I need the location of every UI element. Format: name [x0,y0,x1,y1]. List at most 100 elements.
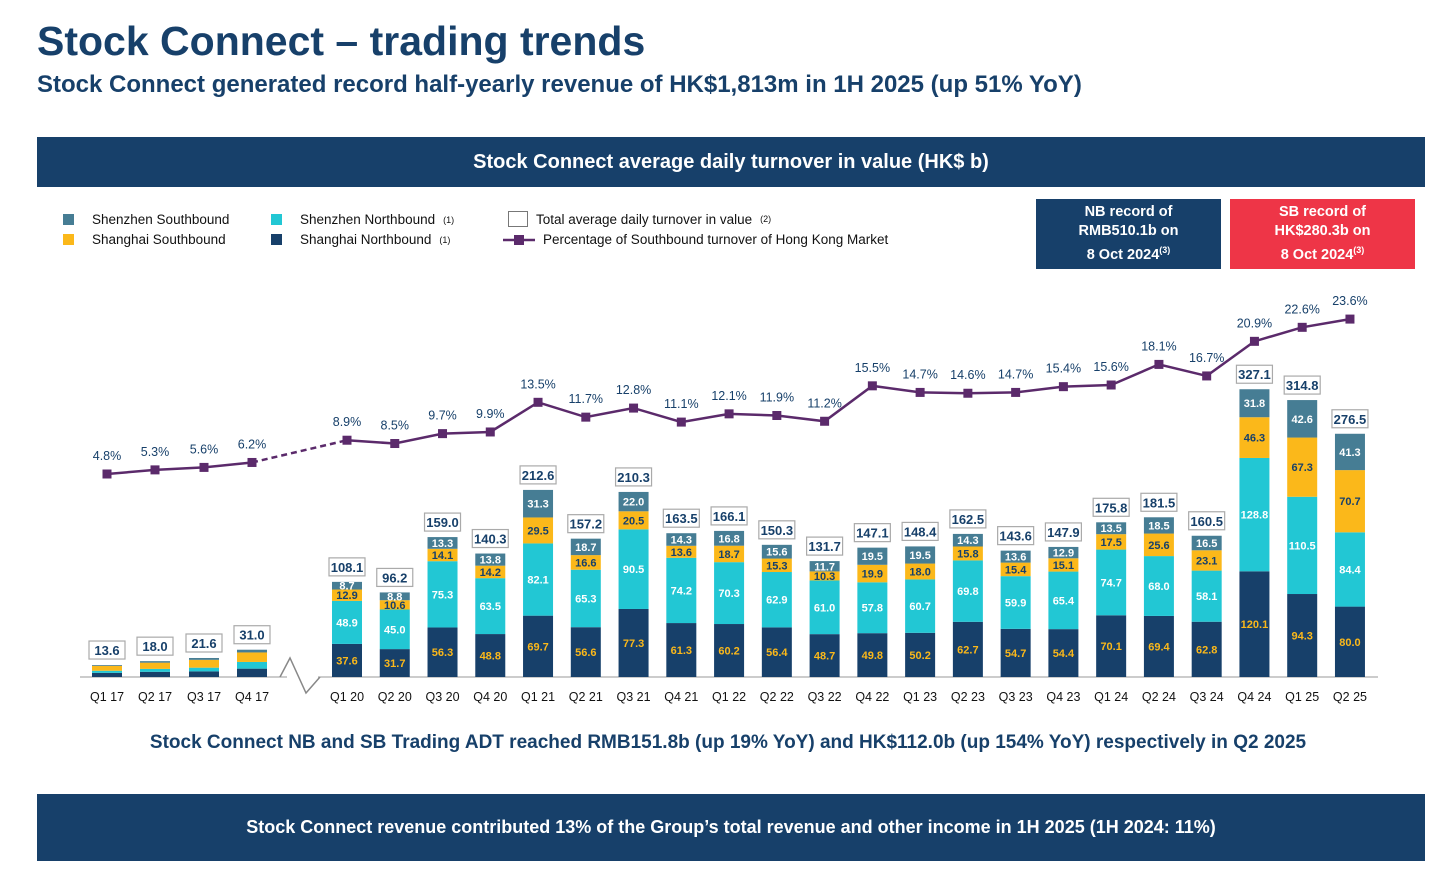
revenue-band: Stock Connect revenue contributed 13% of… [37,794,1425,861]
bar-shanghai-northbound [1143,615,1174,677]
record-date: 8 Oct 2024 [1280,246,1354,263]
bar-shenzhen-southbound [475,553,506,566]
pct-marker [1106,380,1116,390]
total-box [136,636,174,656]
x-tick-label: Q2 17 [138,690,172,704]
pct-marker [533,397,543,407]
bar-shenzhen-southbound [952,533,983,547]
x-tick-label: Q3 22 [808,690,842,704]
bar-value-label: 48.8 [480,651,501,663]
bar-value-label: 61.0 [814,602,835,614]
bar-shenzhen-northbound [1287,496,1318,595]
bar-value-label: 8.8 [387,591,402,603]
footnote: (3) [1353,245,1365,256]
bar-value-label: 62.9 [766,595,787,607]
bar-shenzhen-northbound [427,561,458,628]
pct-marker [629,403,639,413]
record-date: 8 Oct 2024 [1086,246,1160,263]
total-label: 175.8 [1095,500,1128,515]
record-line: SB record of [1278,204,1366,221]
bar-shanghai-southbound [1334,470,1365,533]
bar-shanghai-southbound [92,665,122,671]
bar-value-label: 15.3 [766,560,787,572]
x-tick-label: Q2 22 [760,690,794,704]
swatch [63,214,74,225]
bar-value-label: 69.7 [527,641,548,653]
bar-shenzhen-northbound [523,543,554,616]
bar-value-label: 84.4 [1339,564,1361,576]
x-tick-label: Q2 20 [378,690,412,704]
total-box [376,567,414,588]
bar-shenzhen-northbound [140,668,170,672]
pct-label: 8.5% [381,419,410,433]
bar-shenzhen-southbound [1239,389,1270,418]
x-tick-label: Q2 21 [569,690,603,704]
total-box [567,514,605,534]
bar-value-label: 22.0 [623,497,644,509]
bar-shanghai-northbound [523,615,554,677]
total-label: 212.6 [522,468,555,483]
bar-shenzhen-northbound [1048,571,1079,630]
bar-value-label: 10.3 [814,571,835,583]
bar-shanghai-northbound [952,621,983,677]
swatch [271,214,282,225]
bar-value-label: 110.5 [1289,540,1316,552]
bar-value-label: 11.7 [814,561,835,573]
bar-shenzhen-southbound [92,665,122,666]
pct-marker [1345,314,1355,324]
pct-label: 23.6% [1332,294,1367,308]
bar-value-label: 42.6 [1291,414,1312,426]
pct-label: 18.1% [1141,339,1176,353]
legend-label: Total average daily turnover in value [536,211,753,227]
bar-shanghai-southbound [857,564,888,583]
bar-value-label: 60.7 [909,601,930,613]
bar-shenzhen-southbound [761,544,792,559]
legend-label: Shanghai Northbound [300,232,432,247]
x-tick-label: Q1 21 [521,690,555,704]
bar-shenzhen-southbound [1000,550,1031,563]
bar-shanghai-southbound [666,545,697,558]
axis-break [279,656,321,695]
bar-value-label: 20.5 [623,515,644,527]
x-tick-label: Q3 17 [187,690,221,704]
bar-shanghai-northbound [857,633,888,677]
pct-label: 14.7% [902,367,937,381]
bar-shanghai-southbound [761,558,792,573]
pct-label: 22.6% [1284,302,1319,316]
bar-value-label: 128.8 [1241,510,1269,522]
total-label: 18.0 [142,639,167,654]
bar-shanghai-southbound [1143,533,1174,557]
bar-shanghai-northbound [189,671,219,677]
bar-value-label: 12.9 [1053,548,1074,560]
bar-value-label: 41.3 [1339,447,1360,459]
bar-shenzhen-southbound [1287,400,1318,438]
bar-shanghai-northbound [1000,628,1031,677]
pct-marker [1058,382,1068,392]
bar-shenzhen-northbound [189,667,219,672]
bar-value-label: 70.7 [1339,496,1360,508]
bar-shenzhen-southbound [523,489,554,518]
bar-shenzhen-northbound [1191,570,1222,622]
pct-marker [915,387,925,397]
swatch [63,234,74,245]
bar-shenzhen-northbound [237,661,267,669]
record-line: RMB510.1b on [1078,223,1179,240]
bar-shanghai-southbound [1239,417,1270,458]
bar-shenzhen-southbound [857,547,888,565]
bar-value-label: 54.7 [1005,648,1026,660]
bar-shenzhen-southbound [905,546,936,564]
bar-value-label: 65.3 [575,593,596,605]
pct-label: 15.5% [855,361,890,375]
total-label: 162.5 [952,512,985,527]
x-tick-label: Q4 17 [235,690,269,704]
legend-label: Percentage of Southbound turnover of Hon… [543,232,889,247]
total-box [1092,497,1130,517]
bar-shenzhen-northbound [1239,457,1270,572]
x-tick-label: Q4 23 [1046,690,1080,704]
total-box [185,633,223,653]
pct-label: 16.7% [1189,351,1224,365]
bar-value-label: 18.7 [575,542,596,554]
total-box [1331,409,1369,429]
bar-shenzhen-northbound [1334,532,1365,607]
page-subtitle: Stock Connect generated record half-year… [37,71,1082,98]
